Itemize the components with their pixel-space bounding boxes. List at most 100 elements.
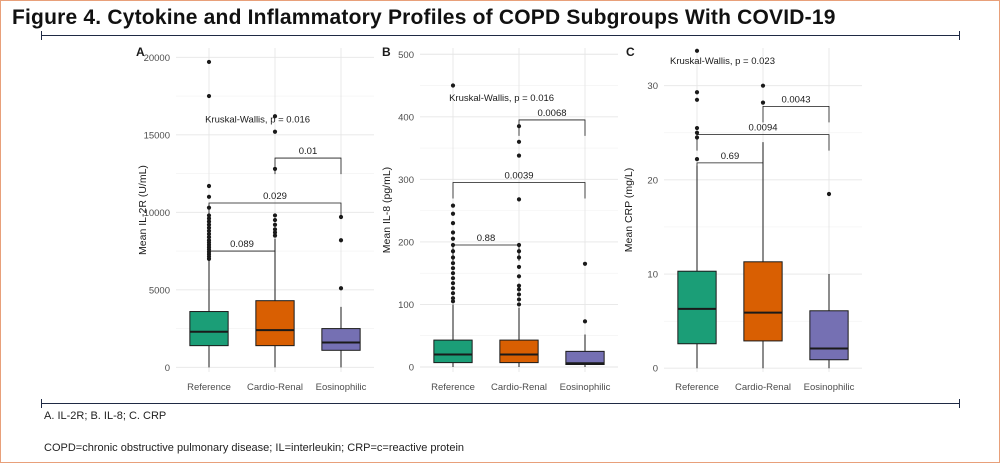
bottom-rule <box>41 399 960 408</box>
outlier-point <box>450 291 456 296</box>
outlier-point <box>582 261 588 266</box>
bracket-p-value: 0.69 <box>721 151 740 162</box>
caption-abbreviations: COPD=chronic obstructive pulmonary disea… <box>44 442 465 454</box>
outlier-point <box>516 139 522 144</box>
outlier-point <box>272 213 278 218</box>
bottom-rule-right-tick <box>959 399 960 408</box>
y-tick-label: 20 <box>647 175 658 186</box>
bracket-line <box>696 134 830 151</box>
y-tick-label: 10 <box>647 270 658 281</box>
bracket-p-value: 0.0039 <box>504 170 533 181</box>
bracket-p-value: 0.88 <box>477 233 496 244</box>
outlier-point <box>450 266 456 271</box>
outlier-point <box>450 296 456 301</box>
outlier-point <box>582 319 588 324</box>
y-tick-label: 15000 <box>144 130 170 141</box>
box-body <box>677 270 717 345</box>
x-tick-label: Eosinophilic <box>804 382 855 393</box>
outlier-point <box>450 203 456 208</box>
caption-panels: A. IL-2R; B. IL-8; C. CRP <box>44 410 167 422</box>
outlier-point <box>272 222 278 227</box>
outlier-point <box>206 228 212 234</box>
outlier-point <box>450 271 456 276</box>
y-tick-label: 0 <box>653 364 658 375</box>
top-rule <box>41 31 960 40</box>
box-eosinophilic <box>321 214 361 368</box>
outlier-point <box>516 274 522 279</box>
outlier-point <box>272 233 278 238</box>
outlier-point <box>338 238 344 243</box>
significance-bracket: 0.69 <box>696 151 764 179</box>
panel-b: B 0 100 200 300 400 500 Mean IL-8 (pg/mL) Refere… <box>381 45 618 393</box>
y-tick-label: 400 <box>398 112 414 123</box>
kruskal-wallis-label: Kruskal-Wallis, p = 0.023 <box>670 56 775 67</box>
bracket-p-value: 0.0094 <box>748 123 777 134</box>
outlier-point <box>206 194 212 199</box>
bracket-p-value: 0.01 <box>299 146 318 157</box>
box-body <box>809 310 849 361</box>
outlier-point <box>694 90 700 95</box>
significance-bracket: 0.0043 <box>762 94 830 123</box>
outlier-point <box>450 83 456 88</box>
significance-bracket: 0.88 <box>452 233 520 262</box>
x-tick-label: Cardio-Renal <box>491 382 547 393</box>
figure-title: Figure 4. Cytokine and Inflammatory Prof… <box>12 6 836 29</box>
box-reference <box>189 59 229 368</box>
outlier-point <box>516 297 522 302</box>
bracket-p-value: 0.089 <box>230 239 254 250</box>
panel-a: A 0 5000 10000 15000 20000 Mean IL-2R (U/mL) Re… <box>136 45 374 393</box>
outlier-point <box>516 264 522 270</box>
outlier-point <box>516 287 522 292</box>
box-body <box>321 328 361 351</box>
box-body <box>565 350 605 365</box>
panel-label: A <box>136 45 145 59</box>
outlier-point <box>206 219 212 224</box>
panel-label: B <box>382 45 391 59</box>
x-tick-label: Reference <box>187 382 231 393</box>
bracket-line <box>452 182 586 199</box>
outlier-point <box>760 100 766 105</box>
outlier-point <box>450 230 456 235</box>
y-axis-label: Mean IL-2R (U/mL) <box>137 165 149 255</box>
outlier-point <box>694 97 700 102</box>
box-body <box>255 300 295 347</box>
x-tick-label: Eosinophilic <box>316 382 367 393</box>
bracket-p-value: 0.0043 <box>781 94 810 105</box>
outlier-point <box>338 286 344 291</box>
outlier-point <box>694 130 700 135</box>
y-axis-label: Mean CRP (mg/L) <box>623 168 635 252</box>
outlier-point <box>206 93 212 99</box>
y-tick-label: 5000 <box>149 285 170 296</box>
y-tick-label: 30 <box>647 81 658 92</box>
outlier-point <box>694 125 700 131</box>
box-body <box>499 339 539 364</box>
outlier-point <box>272 129 278 134</box>
outlier-point <box>516 302 522 307</box>
significance-bracket: 0.089 <box>208 239 276 268</box>
kruskal-wallis-label: Kruskal-Wallis, p = 0.016 <box>205 114 310 125</box>
bracket-p-value: 0.0068 <box>537 108 566 119</box>
box-eosinophilic <box>565 261 605 367</box>
box-body <box>743 261 783 342</box>
outlier-point <box>450 286 456 291</box>
outlier-point <box>694 48 700 53</box>
y-tick-label: 0 <box>409 362 414 373</box>
outlier-point <box>206 235 212 240</box>
outlier-point <box>206 225 212 230</box>
y-tick-label: 20000 <box>144 53 170 64</box>
outlier-point <box>450 236 456 241</box>
bracket-line <box>518 119 586 136</box>
outlier-point <box>516 153 522 158</box>
bracket-line <box>274 157 342 175</box>
x-tick-label: Eosinophilic <box>560 382 611 393</box>
panel-label: C <box>626 45 635 59</box>
outlier-point <box>450 276 456 281</box>
outlier-point <box>516 283 522 288</box>
bracket-line <box>208 202 342 220</box>
x-tick-label: Reference <box>675 382 719 393</box>
outlier-point <box>694 157 700 162</box>
outlier-point <box>516 197 522 202</box>
box-eosinophilic <box>809 191 849 369</box>
bracket-line <box>208 250 276 268</box>
y-tick-label: 200 <box>398 237 414 248</box>
